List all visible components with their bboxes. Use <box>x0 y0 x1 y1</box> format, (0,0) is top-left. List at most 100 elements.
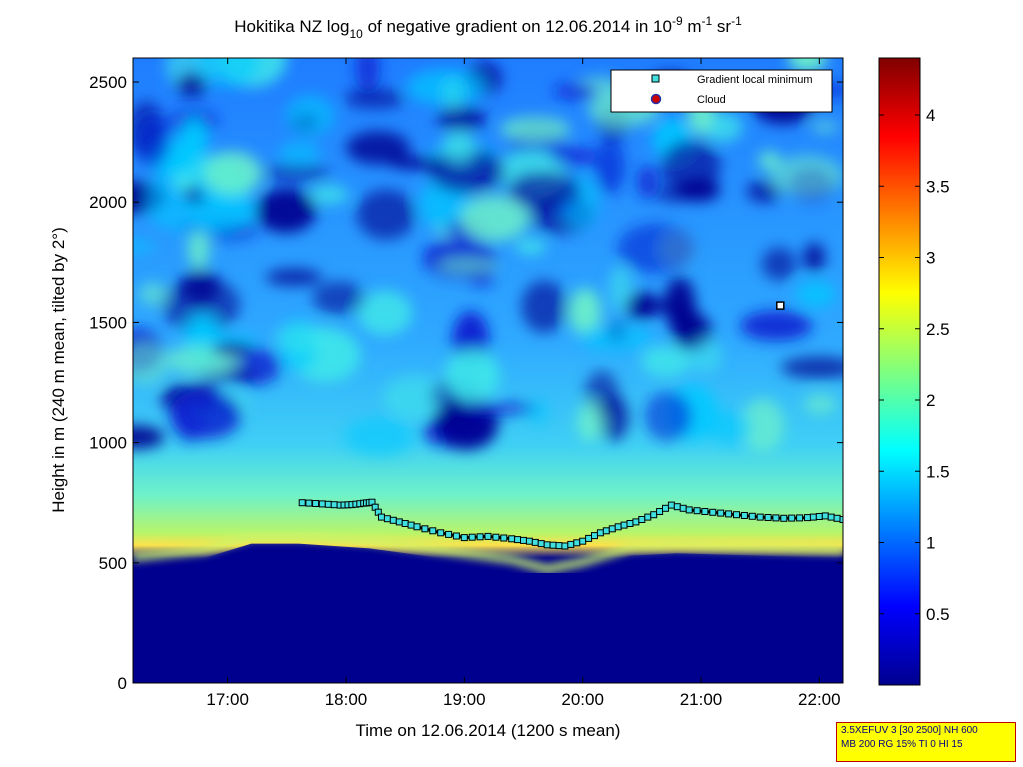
series-marker <box>395 518 403 526</box>
heatmap-blotch <box>795 280 836 308</box>
heatmap-blotch <box>500 116 571 142</box>
series-marker <box>514 536 522 544</box>
series-marker-outlier <box>776 301 785 310</box>
series-marker <box>520 536 527 544</box>
series-marker <box>804 514 811 522</box>
heatmap-blotch <box>309 185 349 205</box>
series-marker <box>561 542 569 550</box>
legend-marker-minimum <box>651 74 660 83</box>
heatmap-blotch <box>551 146 599 167</box>
heatmap-blotch <box>780 356 843 379</box>
heatmap-blotch <box>161 277 241 333</box>
heatmap-blotch <box>617 223 695 274</box>
series-marker <box>709 508 717 516</box>
series-marker <box>701 508 709 515</box>
heatmap-blotch <box>286 95 335 137</box>
series-marker <box>596 529 604 537</box>
heatmap-blotch <box>343 88 405 109</box>
heatmap-blotch <box>138 282 167 306</box>
series-marker <box>389 516 397 524</box>
series-marker <box>401 520 409 527</box>
legend-label-minimum: Gradient local minimum <box>697 74 813 86</box>
colorbar-tick-label: 1 <box>926 534 935 553</box>
heatmap-blotch <box>203 151 262 195</box>
heatmap-blotch <box>133 425 165 449</box>
heatmap-blotch <box>211 342 253 356</box>
heatmap <box>133 58 843 683</box>
colorbar-tick-label: 4 <box>926 106 935 125</box>
series-marker <box>608 525 616 533</box>
y-axis: 0 500 1000 1500 2000 2500 <box>89 73 843 693</box>
series-marker <box>573 539 581 547</box>
heatmap-blotch <box>624 291 660 320</box>
heatmap-blotch <box>640 345 692 378</box>
series-marker <box>484 532 492 540</box>
series-marker <box>549 541 557 549</box>
x-tick-label: 22:00 <box>798 690 841 709</box>
heatmap-blotch <box>461 195 529 242</box>
heatmap-blotch <box>515 239 547 254</box>
y-tick-label: 1500 <box>89 313 127 332</box>
heatmap-blotch <box>187 231 210 269</box>
series-marker <box>809 513 817 521</box>
series-marker <box>756 513 764 521</box>
heatmap-blotch <box>527 399 549 425</box>
y-tick-label: 2000 <box>89 193 127 212</box>
series-marker <box>500 534 508 542</box>
heatmap-blotch <box>346 131 410 165</box>
heatmap-blotch <box>195 58 261 88</box>
series-marker <box>725 510 733 518</box>
series-marker <box>839 516 843 523</box>
series-marker <box>429 527 437 535</box>
heatmap-blotch <box>133 240 157 253</box>
colorbar-tick-label: 1.5 <box>926 462 950 481</box>
low-dark-layer <box>133 543 843 683</box>
series-marker <box>827 513 835 521</box>
plot-frame <box>132 57 844 684</box>
series-marker <box>318 500 326 508</box>
y-tick-label: 0 <box>118 674 127 693</box>
series-marker <box>407 521 415 529</box>
series-marker <box>531 538 539 546</box>
x-tick-label: 19:00 <box>443 690 486 709</box>
series-marker <box>679 504 687 512</box>
series-marker <box>585 534 593 542</box>
series-marker <box>650 511 658 519</box>
colorbar-tick-label: 2 <box>926 391 935 410</box>
heatmap-blotch <box>255 188 317 233</box>
heatmap-blotch <box>521 280 568 334</box>
series-marker <box>591 532 598 540</box>
series-marker <box>555 542 563 550</box>
x-axis: 17:00 18:00 19:00 20:00 21:00 22:00 <box>206 58 841 709</box>
series-marker <box>632 518 640 526</box>
heatmap-blotch <box>707 410 752 445</box>
heatmap-blotch <box>609 265 632 312</box>
series-marker <box>312 500 320 507</box>
heatmap-blotch <box>741 398 785 453</box>
heatmap-texture <box>133 58 843 457</box>
series-marker <box>460 534 468 542</box>
x-tick-label: 18:00 <box>325 690 368 709</box>
colorbar-tick-label: 3 <box>926 249 935 268</box>
heatmap-blotch <box>262 163 331 182</box>
heatmap-blotch <box>594 139 626 195</box>
series-marker <box>685 506 693 514</box>
series-marker <box>508 535 516 543</box>
x-tick-label: 20:00 <box>561 690 604 709</box>
colorbar: 0.5 1 1.5 2 2.5 3 3.5 4 <box>878 57 950 686</box>
x-axis-label: Time on 12.06.2014 (1200 s mean) <box>356 721 621 740</box>
x-tick-label: 21:00 <box>680 690 723 709</box>
series-marker <box>602 527 610 535</box>
heatmap-blotch <box>344 417 414 457</box>
heatmap-blotch <box>598 395 630 441</box>
heatmap-blotch <box>442 131 476 163</box>
series-marker <box>305 499 313 507</box>
legend: Gradient local minimum Cloud <box>610 69 833 113</box>
heatmap-blotch <box>740 310 813 341</box>
heatmap-blotch <box>803 394 838 415</box>
series-marker <box>748 512 756 520</box>
legend-label-cloud: Cloud <box>697 94 726 106</box>
heatmap-blotch <box>636 165 659 199</box>
series-marker <box>413 523 421 531</box>
heatmap-blotch <box>458 402 537 415</box>
